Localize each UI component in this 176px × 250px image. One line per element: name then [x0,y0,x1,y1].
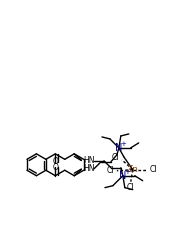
Text: N: N [119,171,127,181]
Text: Cl: Cl [127,183,134,192]
Text: HN: HN [83,164,95,173]
Text: O: O [52,163,58,172]
Text: Zn: Zn [127,165,139,174]
Text: Cl: Cl [150,165,157,174]
Text: O: O [52,157,58,166]
Text: +: + [124,169,130,175]
Text: Cl: Cl [106,166,114,175]
Text: HN: HN [83,156,95,165]
Text: Cl: Cl [111,153,119,162]
Text: +: + [120,141,126,147]
Text: N: N [115,143,122,153]
